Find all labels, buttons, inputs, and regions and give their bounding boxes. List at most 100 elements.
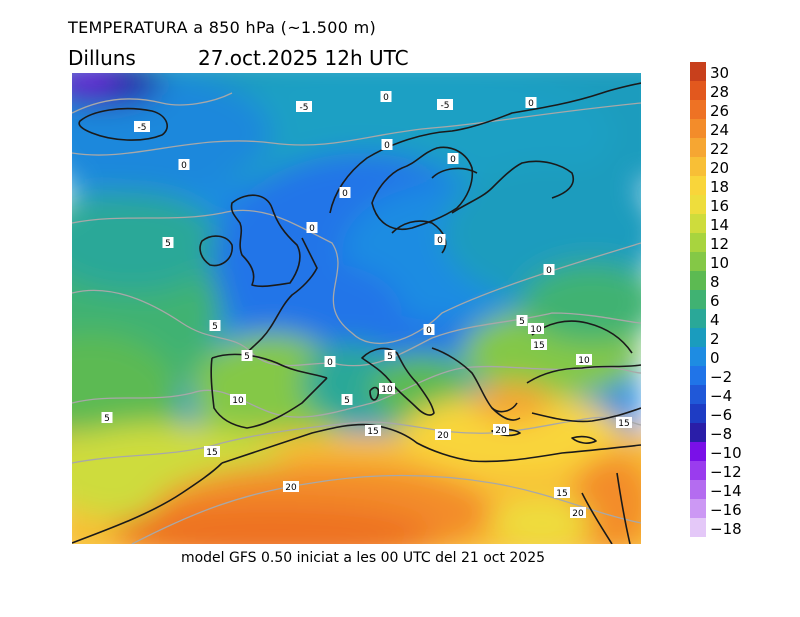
svg-text:5: 5: [244, 352, 250, 362]
svg-text:-5: -5: [138, 123, 147, 133]
legend-swatch: [690, 100, 706, 119]
legend-label: 8: [710, 273, 720, 291]
contour-label: 5: [209, 320, 221, 332]
legend-swatch: [690, 81, 706, 100]
svg-text:20: 20: [437, 431, 449, 441]
legend-label: −18: [710, 520, 742, 538]
contour-label: 5: [162, 237, 174, 249]
svg-text:15: 15: [618, 419, 629, 429]
legend-swatch: [690, 442, 706, 461]
contour-label: -5: [437, 99, 453, 111]
legend-label: −12: [710, 463, 742, 481]
contour-label: 0: [380, 91, 392, 103]
svg-text:10: 10: [232, 396, 244, 406]
legend-swatch: [690, 347, 706, 366]
contour-label: 0: [525, 97, 537, 109]
svg-text:0: 0: [437, 236, 443, 246]
svg-text:0: 0: [181, 161, 187, 171]
contour-label: 20: [570, 507, 586, 519]
date-label: 27.oct.2025 12h UTC: [198, 46, 409, 70]
svg-text:15: 15: [206, 448, 217, 458]
svg-text:0: 0: [426, 326, 432, 336]
svg-text:0: 0: [327, 358, 333, 368]
legend-swatch: [690, 480, 706, 499]
contour-label: 20: [283, 481, 299, 493]
contour-label: 20: [435, 429, 451, 441]
svg-text:5: 5: [519, 317, 525, 327]
legend-label: 16: [710, 197, 730, 215]
svg-text:10: 10: [530, 325, 542, 335]
legend-swatch: [690, 271, 706, 290]
contour-label: 5: [341, 394, 353, 406]
contour-label: 0: [306, 222, 318, 234]
svg-text:0: 0: [546, 266, 552, 276]
contour-label: 15: [531, 339, 547, 351]
svg-text:0: 0: [383, 93, 389, 103]
legend-swatch: [690, 214, 706, 233]
legend-label: −6: [710, 406, 733, 424]
legend-label: 24: [710, 121, 730, 139]
contour-label: 5: [384, 350, 396, 362]
legend-label: −4: [710, 387, 733, 405]
contour-label: 0: [423, 324, 435, 336]
legend-swatch: [690, 119, 706, 138]
legend-label: −2: [710, 368, 733, 386]
legend-label: 10: [710, 254, 730, 272]
contour-label: 10: [230, 394, 246, 406]
contour-label: 0: [543, 264, 555, 276]
legend-label: 2: [710, 330, 720, 348]
svg-text:10: 10: [381, 385, 393, 395]
svg-text:0: 0: [309, 224, 315, 234]
legend-label: 0: [710, 349, 720, 367]
legend-swatch: [690, 290, 706, 309]
contour-label: 0: [324, 356, 336, 368]
svg-text:15: 15: [533, 341, 544, 351]
legend-swatch: [690, 176, 706, 195]
contour-label: -5: [134, 121, 150, 133]
legend-swatch: [690, 423, 706, 442]
contour-label: 5: [516, 315, 528, 327]
day-label: Dilluns: [68, 46, 136, 70]
legend-swatch: [690, 518, 706, 537]
legend-swatch: [690, 461, 706, 480]
legend-label: 20: [710, 159, 730, 177]
temperature-map: -5 -5 -5 0 0 0 0 0 0 0 0 0 0 0 5 5 5 5 5 5 5 10 10 10 10 15 15 15 15…: [72, 73, 641, 544]
svg-text:0: 0: [450, 155, 456, 165]
contour-label: 0: [434, 234, 446, 246]
contour-label: 15: [616, 417, 632, 429]
legend-swatch: [690, 309, 706, 328]
contour-label: 10: [379, 383, 395, 395]
legend-label: 22: [710, 140, 730, 158]
svg-text:20: 20: [285, 483, 297, 493]
contour-label: 10: [576, 354, 592, 366]
legend-swatch: [690, 385, 706, 404]
contour-label: 10: [528, 323, 544, 335]
legend-label: 26: [710, 102, 730, 120]
legend-swatch: [690, 252, 706, 271]
legend-label: −8: [710, 425, 733, 443]
legend-swatch: [690, 404, 706, 423]
contour-label: 5: [241, 350, 253, 362]
contour-label: -5: [296, 101, 312, 113]
svg-text:5: 5: [165, 239, 171, 249]
contour-label: 20: [493, 424, 509, 436]
legend-label: 6: [710, 292, 720, 310]
svg-text:20: 20: [572, 509, 584, 519]
svg-text:15: 15: [367, 427, 378, 437]
contour-label: 0: [447, 153, 459, 165]
svg-text:10: 10: [578, 356, 590, 366]
svg-text:15: 15: [556, 489, 567, 499]
legend-label: 12: [710, 235, 730, 253]
legend-label: −14: [710, 482, 742, 500]
contour-label: 15: [554, 487, 570, 499]
contour-label: 5: [101, 412, 113, 424]
legend-label: 18: [710, 178, 730, 196]
svg-text:5: 5: [212, 322, 218, 332]
map-title: TEMPERATURA a 850 hPa (~1.500 m): [68, 18, 377, 37]
svg-text:0: 0: [384, 141, 390, 151]
svg-text:0: 0: [342, 189, 348, 199]
map-subtitle: Dilluns 27.oct.2025 12h UTC: [68, 46, 409, 70]
legend-swatch: [690, 499, 706, 518]
svg-text:-5: -5: [441, 101, 450, 111]
color-legend: [690, 62, 706, 537]
